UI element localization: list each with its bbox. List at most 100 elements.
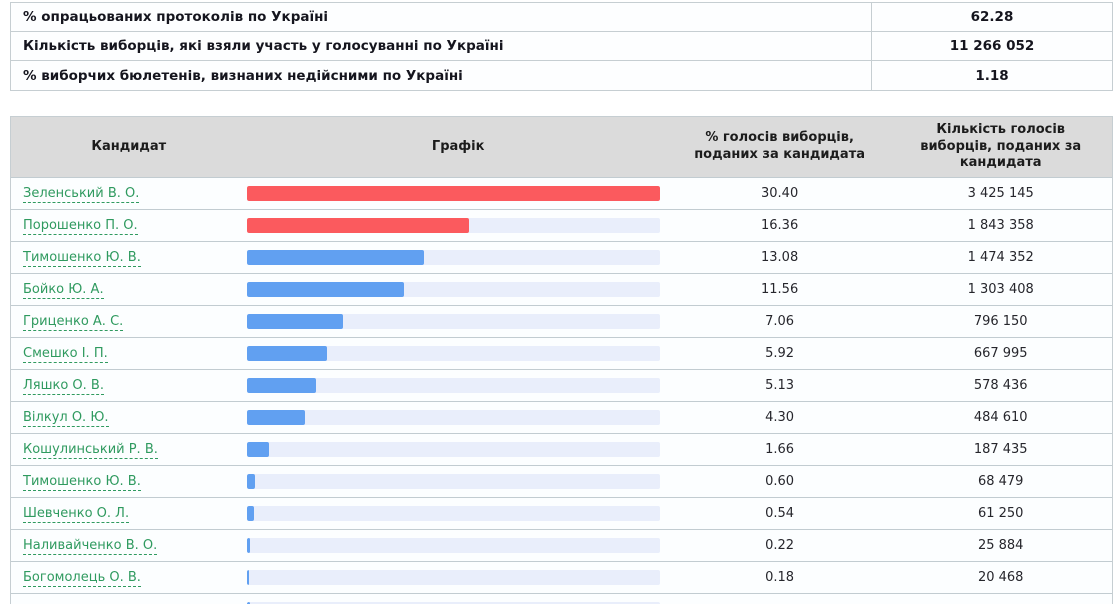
candidate-link[interactable]: Богомолець О. В.: [23, 570, 141, 587]
vote-bar-track: [246, 442, 660, 457]
table-row: Зеленський В. О. 30.40 3 425 145: [11, 177, 1112, 209]
chart-cell: [246, 314, 670, 329]
percent-value: 5.92: [765, 346, 795, 361]
votes-value: 484 610: [973, 410, 1028, 425]
table-row: Гриценко А. С. 7.06 796 150: [11, 305, 1112, 337]
chart-cell: [246, 506, 670, 521]
candidate-link[interactable]: Зеленський В. О.: [23, 186, 140, 203]
percent-value: 4.30: [765, 410, 795, 425]
chart-cell: [246, 442, 670, 457]
vote-bar: [246, 314, 343, 329]
candidate-cell: Тимошенко Ю. В.: [11, 474, 247, 491]
votes-value: 1 474 352: [967, 250, 1034, 265]
votes-value: 796 150: [973, 314, 1028, 329]
vote-bar: [246, 570, 250, 585]
candidate-cell: Кошулинський Р. В.: [11, 442, 247, 459]
chart-cell: [246, 186, 670, 201]
candidate-cell: Порошенко П. О.: [11, 218, 247, 235]
chart-cell: [246, 474, 670, 489]
vote-bar-track: [246, 538, 660, 553]
header-percent: % голосів виборців, поданих за кандидата: [694, 130, 866, 162]
vote-bar: [246, 218, 469, 233]
candidate-link[interactable]: Смешко І. П.: [23, 346, 108, 363]
candidate-link[interactable]: Гриценко А. С.: [23, 314, 124, 331]
header-chart: Графік: [431, 138, 485, 154]
percent-value: 5.13: [765, 378, 795, 393]
table-row: Ляшко О. В. 5.13 578 436: [11, 369, 1112, 401]
summary-table: % опрацьованих протоколів по Україні 62.…: [10, 2, 1113, 91]
candidate-cell: Смешко І. П.: [11, 346, 247, 363]
summary-row: Кількість виборців, які взяли участь у г…: [11, 32, 1112, 61]
vote-bar-track: [246, 410, 660, 425]
vote-bar: [247, 602, 250, 604]
candidate-cell: Гриценко А. С.: [11, 314, 247, 331]
results-table: Кандидат Графік % голосів виборців, пода…: [10, 116, 1113, 604]
vote-bar-track: [246, 250, 660, 265]
table-row: Бойко Ю. А. 11.56 1 303 408: [11, 273, 1112, 305]
percent-value: 16.36: [761, 218, 799, 233]
percent-value: 0.54: [765, 506, 795, 521]
vote-bar-track: [246, 186, 660, 201]
chart-cell: [246, 570, 670, 585]
partial-next-row: [11, 593, 1112, 604]
percent-value: 0.60: [765, 474, 795, 489]
votes-value: 578 436: [973, 378, 1028, 393]
results-header: Кандидат Графік % голосів виборців, пода…: [11, 117, 1112, 177]
vote-bar-track: [247, 602, 660, 604]
table-row: Кошулинський Р. В. 1.66 187 435: [11, 433, 1112, 465]
candidate-link[interactable]: Бойко Ю. А.: [23, 282, 104, 299]
table-row: Смешко І. П. 5.92 667 995: [11, 337, 1112, 369]
chart-cell: [246, 378, 670, 393]
vote-bar: [246, 442, 270, 457]
summary-value: 62.28: [970, 9, 1014, 25]
vote-bar: [246, 186, 660, 201]
table-row: Наливайченко В. О. 0.22 25 884: [11, 529, 1112, 561]
table-row: Тимошенко Ю. В. 0.60 68 479: [11, 465, 1112, 497]
percent-value: 1.66: [765, 442, 795, 457]
chart-cell: [246, 346, 670, 361]
table-row: Вілкул О. Ю. 4.30 484 610: [11, 401, 1112, 433]
candidate-cell: Бойко Ю. А.: [11, 282, 247, 299]
candidate-link[interactable]: Порошенко П. О.: [23, 218, 138, 235]
candidate-cell: Наливайченко В. О.: [11, 538, 247, 555]
vote-bar-track: [246, 282, 660, 297]
candidate-cell: Вілкул О. Ю.: [11, 410, 247, 427]
candidate-cell: Шевченко О. Л.: [11, 506, 247, 523]
vote-bar: [246, 410, 305, 425]
vote-bar: [246, 378, 317, 393]
votes-value: 61 250: [977, 506, 1024, 521]
table-row: Шевченко О. Л. 0.54 61 250: [11, 497, 1112, 529]
chart-cell: [246, 410, 670, 425]
chart-cell: [246, 250, 670, 265]
vote-bar-track: [246, 218, 660, 233]
percent-value: 7.06: [765, 314, 795, 329]
summary-row: % опрацьованих протоколів по Україні 62.…: [11, 3, 1112, 32]
vote-bar-track: [246, 378, 660, 393]
vote-bar: [246, 474, 255, 489]
vote-bar-track: [246, 570, 660, 585]
summary-row: % виборчих бюлетенів, визнаних недійсним…: [11, 61, 1112, 90]
table-row: Тимошенко Ю. В. 13.08 1 474 352: [11, 241, 1112, 273]
candidate-link[interactable]: Ляшко О. В.: [23, 378, 104, 395]
candidate-link[interactable]: Шевченко О. Л.: [23, 506, 130, 523]
summary-value: 11 266 052: [949, 38, 1035, 54]
candidate-link[interactable]: Наливайченко В. О.: [23, 538, 158, 555]
candidate-link[interactable]: Тимошенко Ю. В.: [23, 250, 141, 267]
table-row: Богомолець О. В. 0.18 20 468: [11, 561, 1112, 593]
percent-value: 30.40: [761, 186, 799, 201]
summary-label: % виборчих бюлетенів, визнаних недійсним…: [11, 61, 872, 90]
vote-bar: [246, 538, 250, 553]
candidate-link[interactable]: Тимошенко Ю. В.: [23, 474, 141, 491]
results-rows: Зеленський В. О. 30.40 3 425 145 Порошен…: [11, 177, 1112, 604]
summary-value: 1.18: [975, 67, 1009, 84]
percent-value: 0.18: [765, 570, 795, 585]
percent-value: 11.56: [761, 282, 799, 297]
candidate-link[interactable]: Вілкул О. Ю.: [23, 410, 109, 427]
percent-value: 13.08: [761, 250, 799, 265]
votes-value: 3 425 145: [967, 186, 1034, 201]
table-row: Порошенко П. О. 16.36 1 843 358: [11, 209, 1112, 241]
vote-bar-track: [246, 346, 660, 361]
vote-bar: [246, 250, 425, 265]
candidate-cell: Ляшко О. В.: [11, 378, 247, 395]
candidate-link[interactable]: Кошулинський Р. В.: [23, 442, 158, 459]
